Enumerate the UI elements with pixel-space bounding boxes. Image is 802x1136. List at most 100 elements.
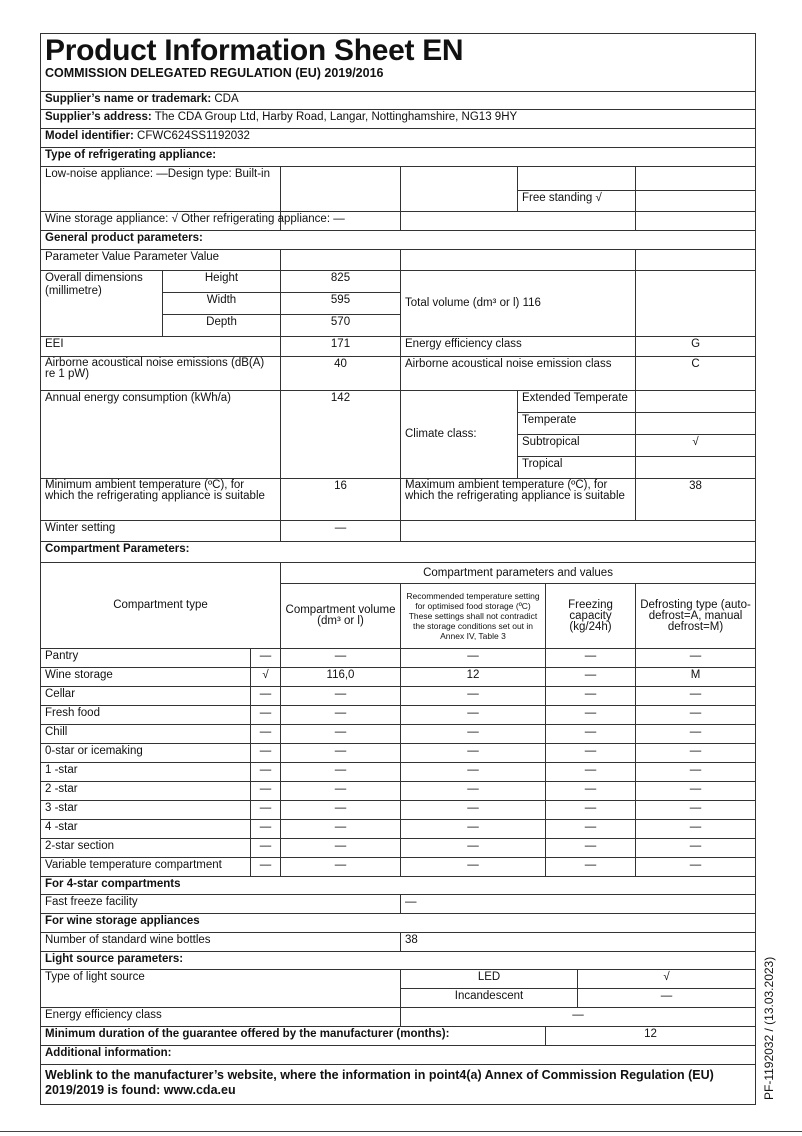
- noise-class-label: Airborne acoustical noise emission class: [400, 356, 636, 391]
- side-reference: PF-1192032 / (13.03.2023): [762, 956, 776, 1100]
- compartment-present: √: [250, 667, 281, 687]
- compartment-row: Pantry — — — — —: [40, 648, 757, 668]
- energy-label: Annual energy consumption (kWh/a): [40, 390, 281, 479]
- cell: [400, 166, 518, 212]
- compartment-name: Variable temperature compartment: [40, 857, 251, 877]
- compartment-defrost: —: [634, 781, 757, 801]
- label: Supplier’s name or trademark:: [45, 93, 212, 105]
- dimensions-label: Overall dimensions (millimetre): [40, 270, 163, 337]
- supplier-address: The CDA Group Ltd, Harby Road, Langar, N…: [154, 111, 518, 123]
- max-ambient-label: Maximum ambient temperature (ºC), for wh…: [400, 478, 636, 521]
- compartment-row: Wine storage √ 116,0 12— M: [40, 667, 757, 687]
- compartment-defrost: —: [634, 648, 757, 668]
- compartment-row: 3 -star — — — — —: [40, 800, 757, 820]
- compartment-present: —: [250, 724, 281, 744]
- climate-class: Temperate: [517, 412, 636, 435]
- compartment-row: 4 -star — — — — —: [40, 819, 757, 839]
- bottles-value: 38: [399, 932, 757, 952]
- supplier-address-row: Supplier’s address: The CDA Group Ltd, H…: [39, 109, 757, 129]
- width-value: 595: [280, 292, 401, 315]
- general-heading: General product parameters:: [39, 230, 757, 250]
- four-star-heading: For 4-star compartments: [39, 876, 757, 895]
- climate-mark: √: [634, 434, 757, 457]
- compartment-temperature: —: [400, 743, 546, 763]
- supplier-name-row: Supplier’s name or trademark: CDA: [39, 91, 757, 110]
- freezing-header: Freezing capacity (kg/24h): [545, 583, 636, 649]
- compartment-volume: —: [280, 705, 401, 725]
- compartment-present: —: [250, 648, 281, 668]
- height-label: Height: [162, 270, 281, 293]
- winter-label: Winter setting: [40, 520, 281, 542]
- compartment-row: 2-star section — — — — —: [40, 838, 757, 858]
- compartment-temperature: —: [400, 781, 546, 801]
- noise-label: Airborne acoustical noise emissions (dB(…: [40, 356, 281, 391]
- weblink: Weblink to the manufacturer’s website, w…: [39, 1064, 757, 1105]
- cell: [634, 211, 757, 231]
- compartment-freezing: —: [545, 838, 636, 858]
- compartment-defrost: —: [634, 743, 757, 763]
- compartment-present: —: [250, 686, 281, 706]
- compartment-present: —: [250, 857, 281, 877]
- compartment-name: 4 -star: [40, 819, 251, 839]
- compartment-row: Fresh food — — — — —: [40, 705, 757, 725]
- light-heading: Light source parameters:: [39, 951, 757, 970]
- compartment-temperature: —: [400, 686, 546, 706]
- compartment-volume: —: [280, 724, 401, 744]
- compartment-freezing: —: [545, 781, 636, 801]
- compartment-volume: —: [280, 648, 401, 668]
- climate-mark: [634, 456, 757, 479]
- compartment-row: 1 -star — — — — —: [40, 762, 757, 782]
- compartment-volume: —: [280, 762, 401, 782]
- incandescent-label: Incandescent: [400, 988, 578, 1008]
- led-value: √: [576, 969, 757, 989]
- compartment-name: Wine storage: [40, 667, 251, 687]
- compartment-temperature: —: [400, 705, 546, 725]
- led-label: LED: [400, 969, 578, 989]
- compartment-name: Cellar: [40, 686, 251, 706]
- header: Product Information Sheet EN COMMISSION D…: [39, 33, 757, 92]
- product-information-sheet: Product Information Sheet EN COMMISSION D…: [39, 33, 757, 1105]
- compartment-row: 2 -star — — — — —: [40, 781, 757, 801]
- compartment-temperature: —: [400, 838, 546, 858]
- regulation: COMMISSION DELEGATED REGULATION (EU) 201…: [45, 66, 384, 80]
- compartment-defrost: —: [634, 705, 757, 725]
- compartment-freezing: —: [545, 667, 636, 687]
- compartment-freezing: —: [545, 762, 636, 782]
- light-type-label: Type of light source: [40, 969, 401, 1008]
- max-ambient-value: 38: [634, 478, 757, 521]
- compartment-name: 2-star section: [40, 838, 251, 858]
- eei-label: EEI: [40, 336, 281, 357]
- page-title: Product Information Sheet EN: [45, 34, 464, 67]
- compartment-defrost: —: [634, 762, 757, 782]
- height-value: 825: [280, 270, 401, 293]
- depth-label: Depth: [162, 314, 281, 337]
- compartment-volume: —: [280, 781, 401, 801]
- climate-class: Extended Temperate: [517, 390, 636, 413]
- compartment-temperature: —: [400, 819, 546, 839]
- eei-value: 171: [280, 336, 401, 357]
- compartment-freezing: —: [545, 686, 636, 706]
- defrost-header: Defrosting type (auto-defrost=A, manual …: [634, 583, 757, 649]
- noise-class-value: C: [634, 356, 757, 391]
- climate-mark: [634, 412, 757, 435]
- compartment-temperature: —: [400, 857, 546, 877]
- compartment-volume: —: [280, 686, 401, 706]
- compartment-volume: —: [280, 857, 401, 877]
- cell: [517, 166, 636, 191]
- total-volume: Total volume (dm³ or l) 116: [400, 270, 636, 337]
- cell: [399, 520, 757, 542]
- energy-class-value: G: [634, 336, 757, 357]
- compartment-temperature: —: [400, 762, 546, 782]
- param-header: Parameter Value Parameter Value: [40, 249, 281, 271]
- compartment-freezing: —: [545, 857, 636, 877]
- compartment-row: Cellar — — — — —: [40, 686, 757, 706]
- label: Model identifier:: [45, 130, 134, 142]
- compartment-volume: —: [280, 819, 401, 839]
- compartment-defrost: —: [634, 800, 757, 820]
- compartment-name: 0-star or icemaking: [40, 743, 251, 763]
- compartment-defrost: —: [634, 857, 757, 877]
- compartment-name: 1 -star: [40, 762, 251, 782]
- cell: [634, 166, 757, 191]
- temperature-header: Recommended temperature setting for opti…: [400, 583, 546, 649]
- compartment-present: —: [250, 800, 281, 820]
